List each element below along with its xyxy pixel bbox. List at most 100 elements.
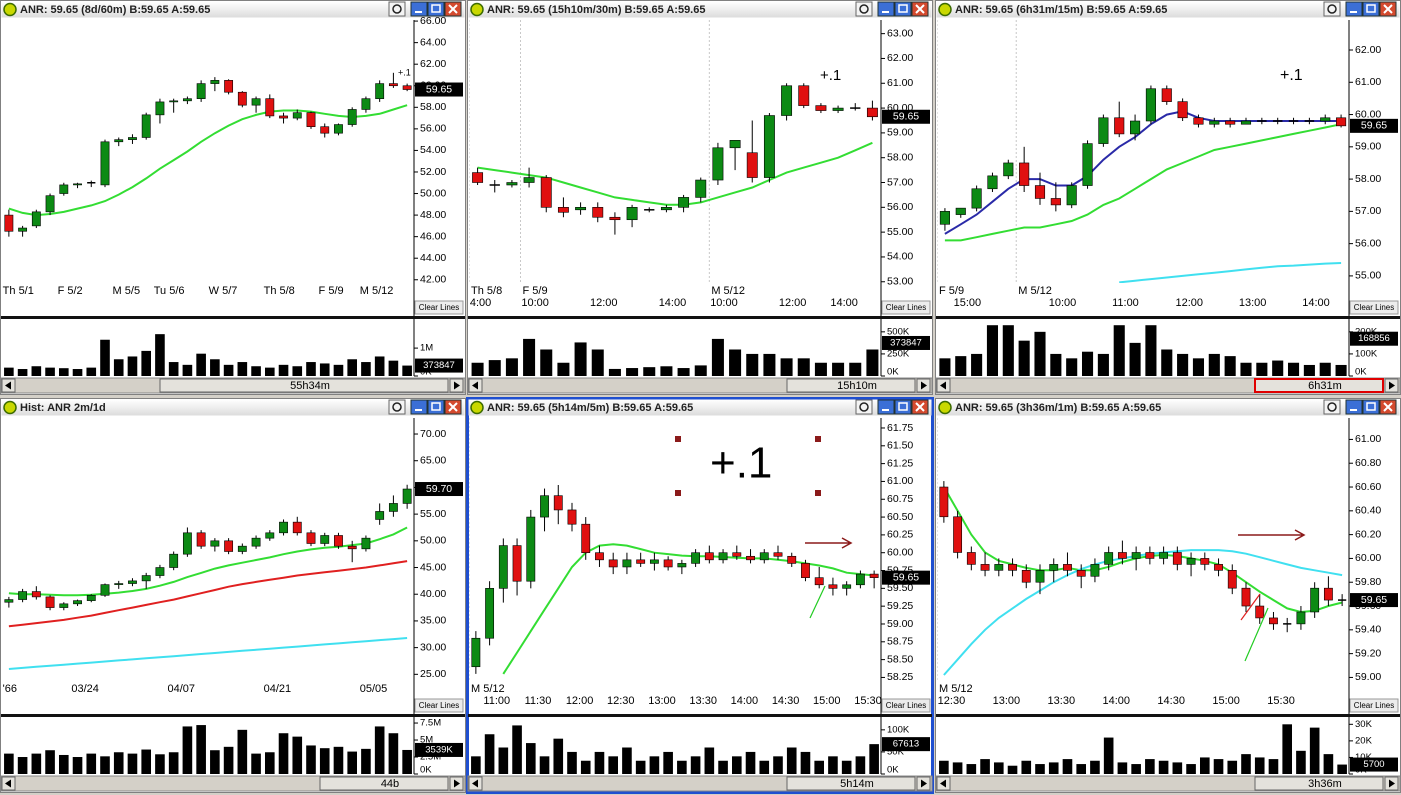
maximize-button[interactable] <box>894 1 912 17</box>
clear-lines-button[interactable] <box>1349 698 1399 713</box>
volume-tick-label: 100K <box>1355 348 1378 359</box>
clear-lines-button[interactable] <box>414 300 464 315</box>
volume-bar <box>1081 351 1094 376</box>
scroll-thumb[interactable] <box>1254 378 1384 393</box>
link-button[interactable] <box>855 399 873 415</box>
volume-bar <box>1240 362 1252 376</box>
link-icon <box>859 402 869 412</box>
candle-body <box>1035 570 1045 583</box>
clear-lines-label[interactable]: Clear Lines <box>419 303 459 312</box>
price-plot <box>4 484 412 670</box>
volume-bar <box>649 756 660 774</box>
candle-body <box>155 101 165 116</box>
volume-bar <box>574 342 587 376</box>
volume-bar <box>168 362 179 376</box>
volume-bar <box>1062 759 1073 774</box>
clear-lines-button[interactable] <box>881 300 931 315</box>
scroll-label: 3h36m <box>1308 778 1342 790</box>
scroll-right-arrow <box>1389 381 1395 390</box>
candle-body <box>45 596 55 608</box>
candle-body <box>237 545 247 552</box>
candle-body <box>347 109 357 125</box>
clear-lines-label[interactable]: Clear Lines <box>1354 701 1394 710</box>
candle-body <box>1117 552 1127 559</box>
moving-average <box>477 141 873 206</box>
clear-lines-button[interactable] <box>1349 300 1399 315</box>
scroll-thumb[interactable] <box>786 776 916 791</box>
price-tick-label: 40.00 <box>420 588 446 600</box>
candle-body <box>939 486 949 518</box>
volume-bar <box>677 760 687 774</box>
price-tick-label: 57.00 <box>887 176 913 188</box>
volume-bar <box>971 353 983 376</box>
scroll-thumb[interactable] <box>159 378 449 393</box>
scroll-thumb[interactable] <box>1254 776 1384 791</box>
volume-bar <box>292 366 303 376</box>
volume-bar <box>1319 362 1331 376</box>
price-tick-label: 57.00 <box>1355 205 1381 217</box>
scroll-thumb[interactable] <box>319 776 449 791</box>
candle-body <box>402 85 412 90</box>
volume-bar <box>523 338 536 376</box>
volume-bar <box>278 733 289 774</box>
scroll-label: 44b <box>381 778 399 790</box>
price-tick-label: 59.00 <box>1355 141 1381 153</box>
candle-body <box>557 207 569 213</box>
price-tick-label: 61.00 <box>887 77 913 89</box>
clear-lines-label[interactable]: Clear Lines <box>419 701 459 710</box>
link-button[interactable] <box>388 399 406 415</box>
price-tick-label: 54.00 <box>420 144 446 156</box>
candle-body <box>472 172 484 183</box>
price-plot <box>469 20 878 283</box>
price-tick-label: 61.75 <box>887 422 913 434</box>
link-button[interactable] <box>1323 1 1341 17</box>
minimize-button[interactable] <box>877 1 895 17</box>
maximize-button[interactable] <box>1362 1 1380 17</box>
link-button[interactable] <box>855 1 873 17</box>
scroll-label: 15h10m <box>837 380 877 392</box>
maximize-glyph <box>1366 402 1376 411</box>
volume-bar <box>814 362 827 376</box>
volume-bar <box>626 368 639 376</box>
clear-lines-label[interactable]: Clear Lines <box>1354 303 1394 312</box>
annotation-marker <box>815 490 821 496</box>
minimize-button[interactable] <box>1345 1 1363 17</box>
volume-bar <box>773 756 783 774</box>
volume-tick-label: 0K <box>887 367 899 378</box>
link-button[interactable] <box>388 1 406 17</box>
maximize-button[interactable] <box>894 399 912 415</box>
price-tick-label: 58.00 <box>887 151 913 163</box>
price-tick-label: 45.00 <box>420 561 446 573</box>
clear-lines-button[interactable] <box>881 698 931 713</box>
volume-bar <box>1117 762 1128 774</box>
maximize-button[interactable] <box>427 399 445 415</box>
time-label: 12:00 <box>1175 297 1203 309</box>
volume-bar <box>663 751 673 774</box>
clear-lines-label[interactable]: Clear Lines <box>886 701 926 710</box>
window-frame <box>935 398 1401 793</box>
volume-bar <box>1090 760 1100 774</box>
scroll-thumb[interactable] <box>786 378 916 393</box>
maximize-button[interactable] <box>1362 399 1380 415</box>
candle-body <box>1104 552 1114 565</box>
volume-bar <box>694 365 707 376</box>
volume-bar <box>278 364 289 376</box>
volume-bar <box>1172 762 1183 774</box>
volume-bar <box>471 362 484 376</box>
pane-separator <box>468 316 932 319</box>
candle-body <box>402 488 412 504</box>
candle-body <box>251 98 261 106</box>
candle-body <box>334 124 343 134</box>
volume-tick-label: 7.5M <box>420 718 441 729</box>
volume-bar <box>237 362 248 376</box>
candle-body <box>636 559 646 564</box>
minimize-button[interactable] <box>1345 399 1363 415</box>
volume-bar <box>374 356 385 376</box>
clear-lines-button[interactable] <box>414 698 464 713</box>
clear-lines-label[interactable]: Clear Lines <box>886 303 926 312</box>
candle-body <box>746 152 758 178</box>
minimize-button[interactable] <box>877 399 895 415</box>
volume-tick-label: 10K <box>1355 752 1373 763</box>
minimize-button[interactable] <box>410 399 428 415</box>
link-button[interactable] <box>1323 399 1341 415</box>
